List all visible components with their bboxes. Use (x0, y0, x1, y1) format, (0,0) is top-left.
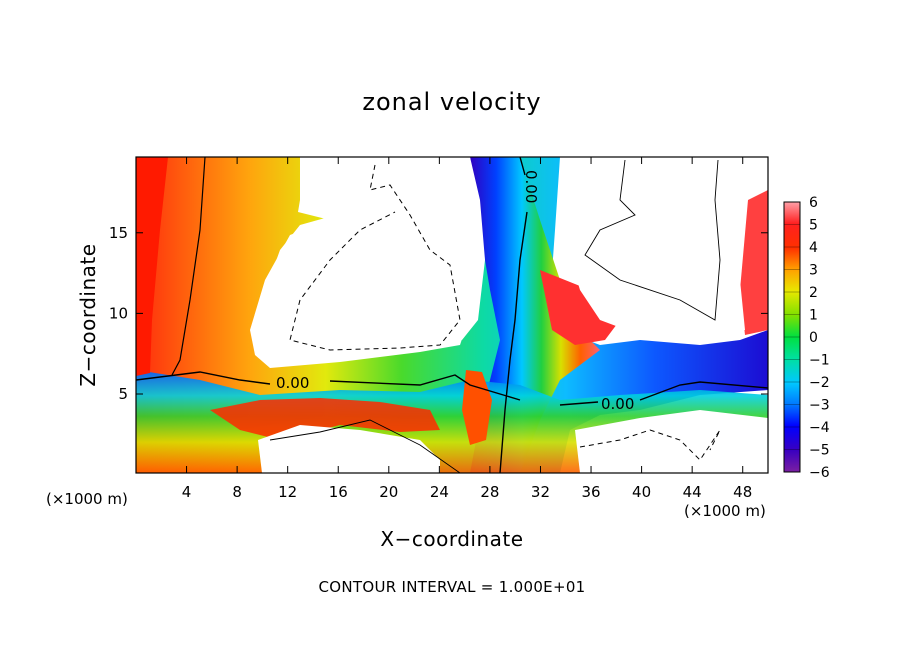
x-tick-label: 28 (480, 483, 499, 501)
x-tick-label: 24 (430, 483, 449, 501)
colorbar-tick-label: 4 (809, 240, 818, 256)
contour-label-right: 0.00 (601, 395, 634, 413)
x-units-label: (×1000 m) (684, 502, 766, 520)
colorbar-tick-label: −2 (809, 375, 830, 391)
x-tick-label: 32 (531, 483, 550, 501)
contour-label-top: 0.00 (522, 170, 540, 203)
velocity-field (136, 157, 768, 473)
x-tick-label: 4 (182, 483, 192, 501)
colorbar-tick-label: 1 (809, 308, 818, 324)
y-tick-label: 15 (109, 224, 128, 242)
contour-label-left: 0.00 (276, 374, 309, 392)
x-tick-label: 12 (278, 483, 297, 501)
x-axis: 4 8 12 16 20 24 28 32 36 40 44 48 (182, 157, 752, 501)
colorbar-tick-label: 6 (809, 195, 818, 211)
x-tick-label: 44 (683, 483, 702, 501)
colorbar-tick-label: −3 (809, 398, 830, 414)
contour-interval-note: CONTOUR INTERVAL = 1.000E+01 (318, 578, 586, 596)
colorbar-tick-label: 0 (809, 330, 818, 346)
x-tick-label: 8 (232, 483, 242, 501)
colorbar-tick-label: −6 (809, 465, 830, 481)
colorbar-tick-label: −4 (809, 420, 830, 436)
colorbar-ticks: 6 5 4 3 2 1 0 −1 −2 −3 −4 −5 −6 (784, 195, 830, 481)
x-tick-label: 20 (379, 483, 398, 501)
y-axis-label: Z−coordinate (76, 243, 100, 387)
y-tick-label: 5 (118, 385, 128, 403)
x-tick-label: 16 (329, 483, 348, 501)
z-units-label: (×1000 m) (46, 490, 128, 508)
x-axis-label: X−coordinate (380, 527, 524, 551)
x-tick-label: 36 (581, 483, 600, 501)
colorbar-tick-label: 3 (809, 263, 818, 279)
colorbar-tick-label: −1 (809, 353, 830, 369)
colorbar-tick-label: 5 (809, 218, 818, 234)
y-tick-label: 10 (109, 304, 128, 322)
x-tick-label: 40 (632, 483, 651, 501)
plot-frame (135, 156, 769, 474)
x-tick-label: 48 (733, 483, 752, 501)
y-axis: 5 10 15 (109, 224, 768, 403)
colorbar-tick-label: 2 (809, 285, 818, 301)
chart-title: zonal velocity (362, 88, 542, 116)
colorbar-tick-label: −5 (809, 443, 830, 459)
